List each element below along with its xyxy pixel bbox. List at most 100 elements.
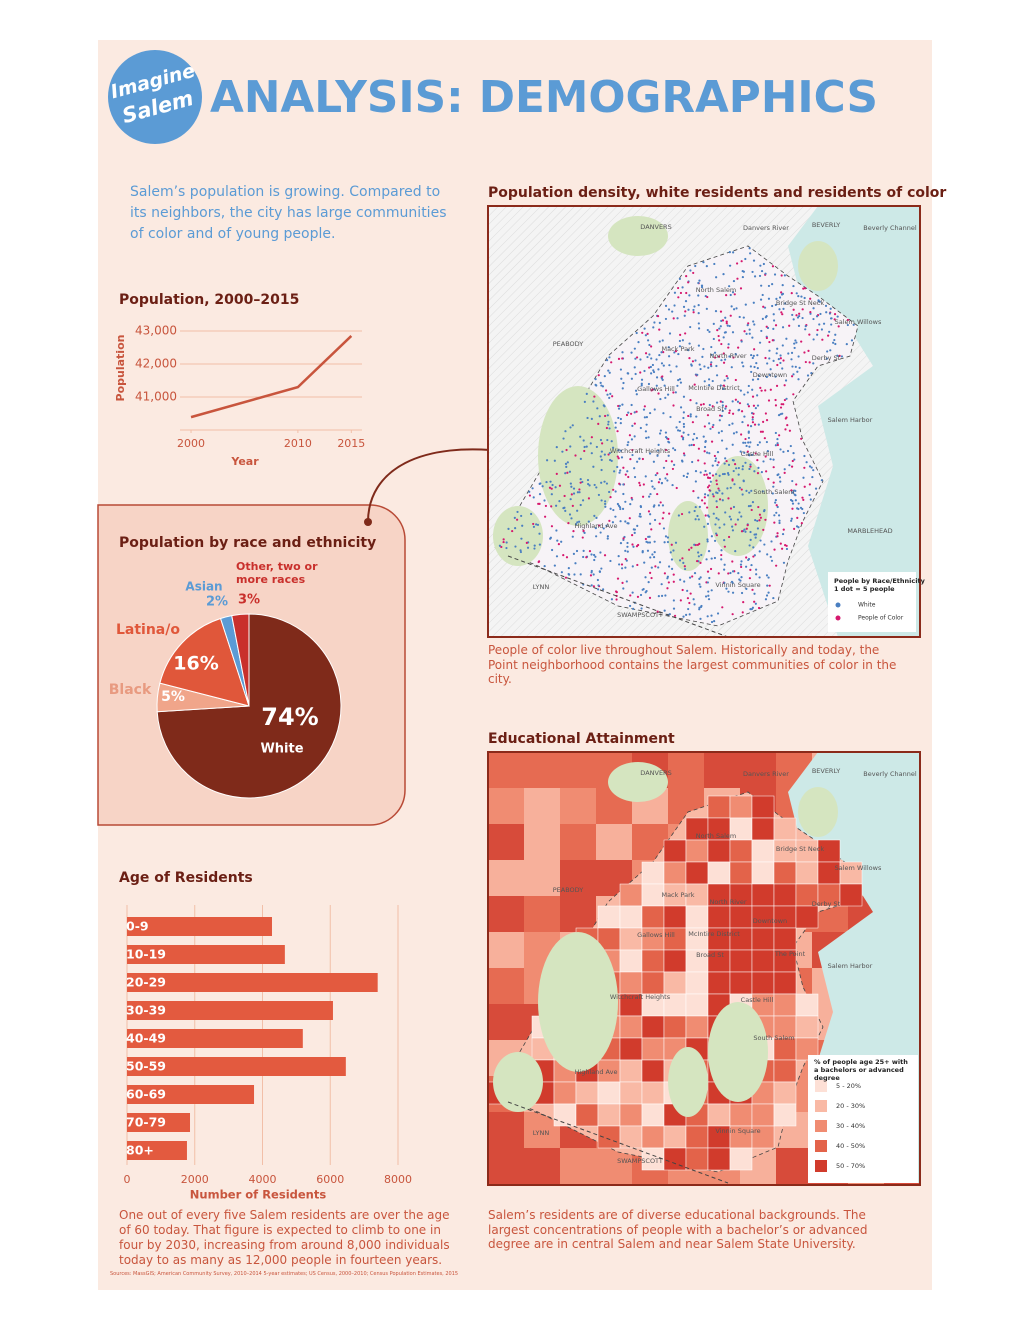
map-dot	[750, 608, 753, 611]
map-dot	[772, 359, 775, 362]
map-tract	[641, 905, 665, 929]
legend-title: People by Race/Ethnicity	[834, 577, 926, 585]
map-dot	[687, 607, 690, 611]
map-dot	[576, 521, 579, 524]
map-dot	[586, 416, 589, 420]
map-dot	[751, 395, 755, 398]
map-dot	[585, 445, 588, 448]
map-dot	[739, 287, 743, 290]
bar	[127, 1029, 303, 1048]
map-label: Danvers River	[743, 770, 789, 778]
map-dot	[545, 480, 548, 484]
map-dot	[614, 421, 617, 424]
map-dot	[688, 342, 691, 345]
map-dot	[633, 347, 636, 350]
map-tract	[597, 1103, 621, 1127]
map-dot	[570, 517, 573, 520]
map-dot	[820, 328, 824, 331]
map-dot	[763, 543, 766, 546]
map-dot	[765, 594, 769, 597]
map-dot	[753, 423, 757, 426]
map-dot	[810, 371, 813, 375]
map-dot	[649, 513, 652, 516]
map-tract	[619, 1037, 643, 1061]
map-dot	[740, 515, 743, 518]
map-dot	[779, 448, 782, 451]
map-dot	[703, 525, 706, 528]
map-dot	[569, 445, 572, 448]
map-dot	[600, 458, 603, 461]
map-dot	[753, 600, 756, 603]
map-dot	[693, 543, 696, 546]
map-dot	[747, 436, 751, 440]
map-dot	[687, 548, 691, 551]
map-dot	[791, 502, 795, 505]
map-dot	[613, 470, 616, 473]
map-dot	[622, 537, 625, 540]
map-dot	[692, 443, 696, 447]
map-dot	[751, 588, 754, 591]
map-dot	[670, 558, 674, 561]
map-tract	[488, 896, 524, 932]
map-dot	[812, 338, 815, 341]
map-dot	[713, 262, 716, 266]
map-tract	[488, 752, 524, 788]
map-tract	[619, 1081, 643, 1105]
map-dot	[836, 354, 839, 357]
map-dot	[738, 486, 742, 489]
map-dot	[741, 468, 744, 471]
map-dot	[742, 441, 745, 444]
map-tract	[619, 883, 643, 907]
map-dot	[667, 454, 670, 457]
map-dot	[657, 443, 660, 446]
map-dot	[836, 315, 839, 318]
map-dot	[595, 535, 598, 538]
map-dot	[765, 440, 768, 444]
map-dot	[590, 436, 593, 439]
map-dot	[670, 543, 673, 546]
map-dot	[565, 448, 568, 452]
map-dot	[749, 465, 752, 468]
map-dot	[631, 591, 634, 594]
map-tract	[663, 1125, 687, 1149]
map-dot	[633, 467, 636, 470]
map-dot	[785, 397, 788, 400]
map-dot	[703, 502, 706, 505]
map-dot	[633, 422, 636, 425]
map-dot	[787, 352, 790, 355]
map-dot	[656, 472, 659, 475]
map-dot	[679, 599, 682, 602]
map-dot	[784, 428, 787, 431]
map-dot	[723, 358, 727, 361]
map-dot	[734, 378, 737, 382]
map-dot	[761, 490, 764, 493]
map-dot	[798, 366, 801, 369]
map-dot	[586, 478, 590, 482]
map-dot	[599, 531, 602, 534]
map-dot	[583, 531, 586, 535]
map-dot	[682, 411, 685, 414]
map-dot	[572, 552, 576, 556]
map-dot	[697, 344, 700, 347]
map-dot	[681, 438, 685, 441]
legend-swatch	[835, 602, 841, 608]
map-dot	[786, 449, 790, 453]
map-dot	[712, 423, 715, 427]
connector-dot	[364, 518, 372, 526]
map-dot	[700, 499, 704, 502]
map-dot	[791, 459, 794, 463]
map-dot	[555, 446, 558, 449]
map-dot	[558, 500, 561, 503]
map-dot	[648, 452, 652, 455]
map-dot	[703, 496, 706, 499]
bar	[127, 1057, 346, 1076]
map-dot	[749, 538, 752, 541]
map-dot	[754, 568, 758, 571]
map-dot	[661, 375, 664, 378]
map-dot	[713, 539, 717, 542]
map-dot	[735, 307, 738, 310]
map-dot	[660, 362, 664, 365]
map-dot	[638, 512, 642, 516]
map-dot	[732, 308, 736, 311]
map-dot	[713, 351, 717, 354]
